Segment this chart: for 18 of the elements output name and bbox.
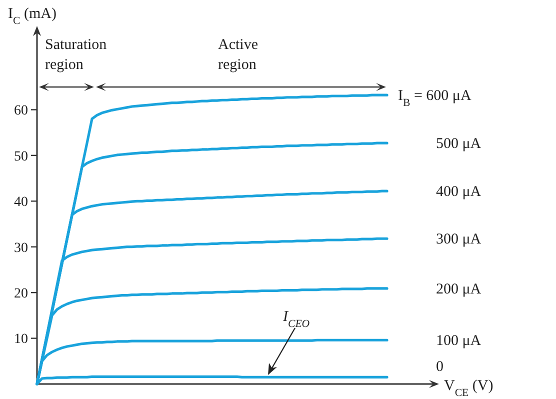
y-axis-title: I$_{C}$ (mA): [8, 6, 56, 27]
x-axis-title: V$_{CE}$ (V): [444, 378, 494, 399]
text: 400 μA: [436, 184, 482, 200]
text: 200 μA: [436, 281, 482, 298]
y-tick-label: 60: [14, 104, 28, 119]
text: 500 μA: [436, 136, 482, 152]
annotation: I$_{CEO}$: [282, 309, 310, 330]
y-tick-label: 40: [14, 195, 28, 210]
y-tick-label: 30: [14, 240, 28, 256]
text: 300 μA: [436, 232, 482, 248]
annotation: Active region: [218, 37, 258, 73]
y-tick-label: 50: [14, 149, 28, 164]
text: 0: [436, 359, 444, 376]
series-label: I$_{B}$ = 600 μA: [398, 88, 472, 110]
annotation: Saturation region: [45, 37, 108, 73]
y-tick-label: 10: [14, 332, 28, 348]
y-tick-label: 20: [14, 286, 28, 302]
text: 100 μA: [436, 333, 482, 350]
